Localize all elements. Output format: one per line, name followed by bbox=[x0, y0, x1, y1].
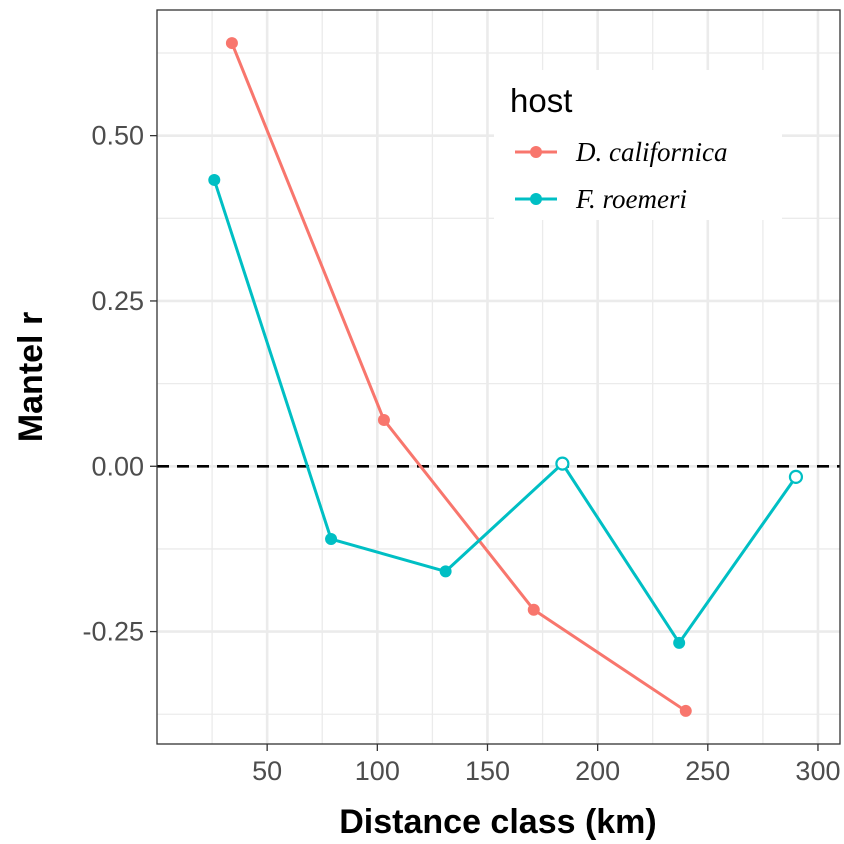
x-tick-label: 100 bbox=[355, 756, 400, 786]
legend-label: D. californica bbox=[575, 137, 727, 167]
legend-background bbox=[494, 70, 782, 220]
panel-border bbox=[156, 9, 841, 745]
series-line-0 bbox=[230, 42, 687, 713]
point-filled-1-4 bbox=[673, 636, 686, 649]
x-tick-label: 200 bbox=[575, 756, 620, 786]
point-filled-0-0 bbox=[225, 37, 238, 50]
legend-label: F. roemeri bbox=[575, 184, 687, 214]
y-tick-label: 0.00 bbox=[91, 451, 144, 481]
point-filled-0-2 bbox=[527, 603, 540, 616]
series-points bbox=[208, 37, 804, 717]
x-tick-label: 250 bbox=[685, 756, 730, 786]
point-filled-1-1 bbox=[325, 533, 338, 546]
y-axis-ticks: 0.50 0.25 0.00 -0.25 bbox=[82, 121, 157, 647]
series-line-1 bbox=[212, 179, 798, 645]
x-tick-label: 50 bbox=[252, 756, 282, 786]
point-filled-0-3 bbox=[679, 704, 692, 717]
series-lines bbox=[212, 42, 798, 713]
point-filled-1-2 bbox=[439, 565, 452, 578]
y-tick-label: 0.25 bbox=[91, 286, 144, 316]
x-tick-label: 150 bbox=[465, 756, 510, 786]
legend-key-point bbox=[530, 193, 542, 205]
x-axis-title: Distance class (km) bbox=[339, 803, 657, 841]
x-tick-label: 300 bbox=[795, 756, 840, 786]
x-axis-ticks: 50 100 150 200 250 300 bbox=[252, 744, 840, 786]
y-tick-label: -0.25 bbox=[82, 617, 144, 647]
legend-key-point bbox=[530, 146, 542, 158]
legend-items: D. californica F. roemeri bbox=[515, 137, 727, 214]
point-open-1-3 bbox=[555, 456, 570, 471]
legend-title: host bbox=[510, 82, 572, 119]
y-tick-label: 0.50 bbox=[91, 121, 144, 151]
point-open-1-5 bbox=[788, 469, 804, 484]
legend: host D. californica F. roemeri bbox=[494, 70, 782, 220]
point-filled-1-0 bbox=[208, 173, 221, 186]
y-axis-title: Mantel r bbox=[12, 312, 50, 442]
point-filled-0-1 bbox=[377, 413, 390, 426]
